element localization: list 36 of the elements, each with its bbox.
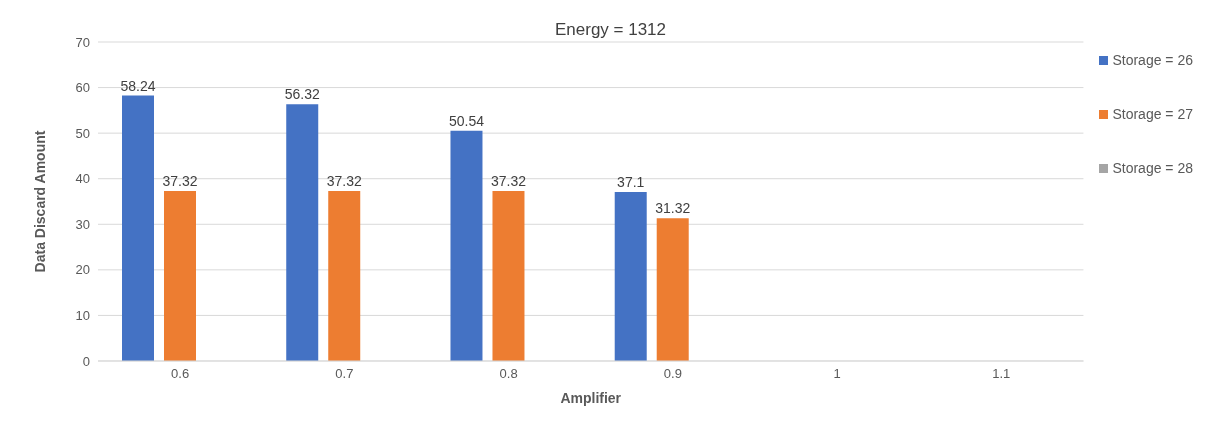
- y-tick-label: 20: [75, 262, 90, 278]
- data-label: 37.32: [162, 172, 198, 189]
- bar: [328, 190, 361, 361]
- legend-label: Storage = 26: [1112, 52, 1193, 68]
- y-tick-label: 30: [75, 216, 90, 232]
- data-label: 37.1: [617, 173, 645, 190]
- data-label: 58.24: [120, 77, 156, 94]
- bar: [164, 190, 196, 361]
- bar: [122, 95, 154, 361]
- y-axis-title: Data Discard Amount: [31, 130, 48, 273]
- x-tick-label: 1: [833, 366, 841, 382]
- x-tick-label: 0.7: [335, 366, 354, 382]
- legend-label: Storage = 27: [1112, 106, 1193, 122]
- bar: [492, 190, 525, 361]
- data-label: 56.32: [284, 86, 320, 103]
- data-label: 50.54: [448, 112, 485, 129]
- y-tick-label: 70: [75, 34, 90, 50]
- x-tick-label: 0.6: [171, 366, 190, 382]
- x-tick-label: 0.9: [663, 366, 682, 382]
- data-label: 37.32: [326, 172, 362, 189]
- x-tick-label: 1.1: [992, 366, 1011, 382]
- x-axis-title: Amplifier: [560, 390, 622, 406]
- y-tick-label: 40: [75, 171, 90, 187]
- bar: [450, 130, 483, 361]
- data-label: 37.32: [490, 172, 527, 189]
- y-tick-label: 10: [75, 308, 90, 324]
- legend-label: Storage = 28: [1112, 160, 1193, 176]
- bar: [656, 218, 689, 361]
- chart-title: Energy = 1312: [554, 20, 667, 39]
- x-tick-label: 0.8: [499, 366, 518, 382]
- y-tick-label: 50: [75, 125, 90, 141]
- y-tick-label: 60: [75, 80, 90, 96]
- data-label: 31.32: [655, 200, 691, 217]
- bar: [614, 191, 647, 361]
- bar: [286, 104, 319, 361]
- y-tick-label: 0: [82, 353, 90, 369]
